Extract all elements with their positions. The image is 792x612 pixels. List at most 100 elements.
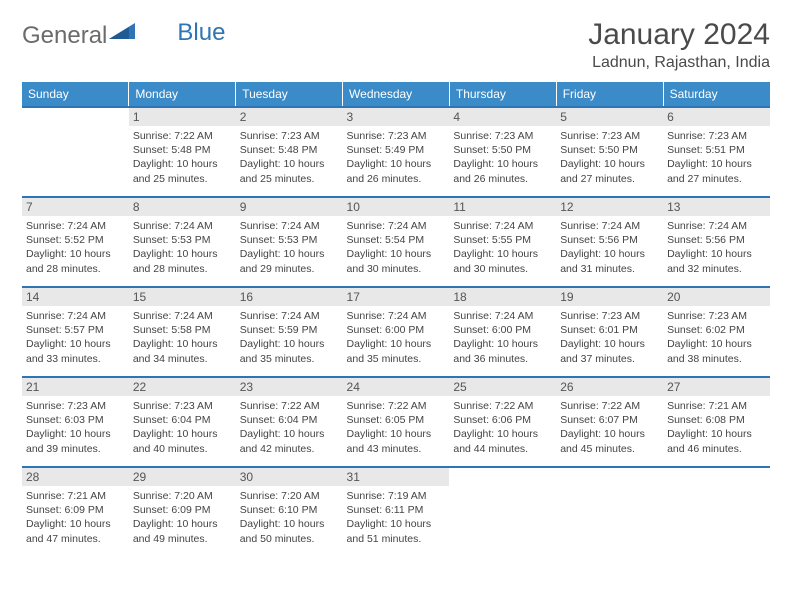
day-number: 12 [556, 198, 663, 216]
calendar-cell: 23 Sunrise: 7:22 AMSunset: 6:04 PMDayligh… [236, 377, 343, 467]
day-detail: Sunrise: 7:24 AMSunset: 5:59 PMDaylight:… [240, 309, 339, 366]
sunrise-text: Sunrise: 7:24 AM [240, 219, 339, 233]
daylight-text: Daylight: 10 hours and 42 minutes. [240, 427, 339, 455]
sunrise-text: Sunrise: 7:24 AM [347, 309, 446, 323]
day-detail: Sunrise: 7:20 AMSunset: 6:09 PMDaylight:… [133, 489, 232, 546]
day-number: 10 [343, 198, 450, 216]
weekday-header-row: SundayMondayTuesdayWednesdayThursdayFrid… [22, 82, 770, 107]
day-number: 11 [449, 198, 556, 216]
day-detail: Sunrise: 7:22 AMSunset: 6:07 PMDaylight:… [560, 399, 659, 456]
day-number: 31 [343, 468, 450, 486]
day-detail: Sunrise: 7:24 AMSunset: 5:56 PMDaylight:… [667, 219, 766, 276]
daylight-text: Daylight: 10 hours and 25 minutes. [240, 157, 339, 185]
day-number: 23 [236, 378, 343, 396]
weekday-header: Sunday [22, 82, 129, 107]
daylight-text: Daylight: 10 hours and 49 minutes. [133, 517, 232, 545]
daylight-text: Daylight: 10 hours and 34 minutes. [133, 337, 232, 365]
day-detail: Sunrise: 7:24 AMSunset: 6:00 PMDaylight:… [453, 309, 552, 366]
sunrise-text: Sunrise: 7:22 AM [240, 399, 339, 413]
day-number: 6 [663, 108, 770, 126]
daylight-text: Daylight: 10 hours and 36 minutes. [453, 337, 552, 365]
daylight-text: Daylight: 10 hours and 27 minutes. [560, 157, 659, 185]
calendar-week-row: 7Sunrise: 7:24 AMSunset: 5:52 PMDaylight… [22, 197, 770, 287]
calendar-cell: 4Sunrise: 7:23 AMSunset: 5:50 PMDaylight… [449, 107, 556, 197]
day-number: 1 [129, 108, 236, 126]
sunset-text: Sunset: 5:57 PM [26, 323, 125, 337]
sunset-text: Sunset: 5:52 PM [26, 233, 125, 247]
sunrise-text: Sunrise: 7:23 AM [240, 129, 339, 143]
day-number: 21 [22, 378, 129, 396]
day-number: 4 [449, 108, 556, 126]
calendar-cell: 11Sunrise: 7:24 AMSunset: 5:55 PMDayligh… [449, 197, 556, 287]
day-detail: Sunrise: 7:24 AMSunset: 5:53 PMDaylight:… [240, 219, 339, 276]
sunrise-text: Sunrise: 7:19 AM [347, 489, 446, 503]
calendar-cell: 10 Sunrise: 7:24 AMSunset: 5:54 PMDayligh… [343, 197, 450, 287]
calendar-week-row: 14Sunrise: 7:24 AMSunset: 5:57 PMDayligh… [22, 287, 770, 377]
day-number: 7 [22, 198, 129, 216]
day-detail: Sunrise: 7:23 AMSunset: 6:02 PMDaylight:… [667, 309, 766, 366]
daylight-text: Daylight: 10 hours and 33 minutes. [26, 337, 125, 365]
day-number: 5 [556, 108, 663, 126]
daylight-text: Daylight: 10 hours and 30 minutes. [453, 247, 552, 275]
calendar-cell: 7 Sunrise: 7:24 AMSunset: 5:52 PMDaylight… [22, 197, 129, 287]
sunrise-text: Sunrise: 7:24 AM [26, 219, 125, 233]
calendar-cell: 13 Sunrise: 7:24 AMSunset: 5:56 PMDayligh… [663, 197, 770, 287]
sunset-text: Sunset: 5:54 PM [347, 233, 446, 247]
sunrise-text: Sunrise: 7:24 AM [240, 309, 339, 323]
calendar-cell [22, 107, 129, 197]
sunset-text: Sunset: 6:04 PM [240, 413, 339, 427]
sunset-text: Sunset: 6:02 PM [667, 323, 766, 337]
sunset-text: Sunset: 6:09 PM [133, 503, 232, 517]
calendar-cell: 31Sunrise: 7:19 AMSunset: 6:11 PMDayligh… [343, 467, 450, 556]
calendar-cell: 28Sunrise: 7:21 AMSunset: 6:09 PMDayligh… [22, 467, 129, 556]
daylight-text: Daylight: 10 hours and 30 minutes. [347, 247, 446, 275]
day-detail: Sunrise: 7:23 AMSunset: 6:01 PMDaylight:… [560, 309, 659, 366]
daylight-text: Daylight: 10 hours and 28 minutes. [26, 247, 125, 275]
sunset-text: Sunset: 5:53 PM [133, 233, 232, 247]
calendar-cell: 9Sunrise: 7:24 AMSunset: 5:53 PMDaylight… [236, 197, 343, 287]
day-detail: Sunrise: 7:23 AMSunset: 5:51 PMDaylight:… [667, 129, 766, 186]
daylight-text: Daylight: 10 hours and 35 minutes. [347, 337, 446, 365]
sunrise-text: Sunrise: 7:24 AM [26, 309, 125, 323]
sunset-text: Sunset: 5:48 PM [133, 143, 232, 157]
calendar-cell: 19 Sunrise: 7:23 AMSunset: 6:01 PMDayligh… [556, 287, 663, 377]
sunrise-text: Sunrise: 7:23 AM [347, 129, 446, 143]
day-number: 18 [449, 288, 556, 306]
sunset-text: Sunset: 5:53 PM [240, 233, 339, 247]
daylight-text: Daylight: 10 hours and 39 minutes. [26, 427, 125, 455]
weekday-header: Saturday [663, 82, 770, 107]
day-detail: Sunrise: 7:24 AMSunset: 5:58 PMDaylight:… [133, 309, 232, 366]
sunrise-text: Sunrise: 7:24 AM [667, 219, 766, 233]
sunrise-text: Sunrise: 7:24 AM [133, 309, 232, 323]
calendar-cell: 29 Sunrise: 7:20 AMSunset: 6:09 PMDayligh… [129, 467, 236, 556]
sunset-text: Sunset: 5:55 PM [453, 233, 552, 247]
calendar-cell: 5 Sunrise: 7:23 AMSunset: 5:50 PMDaylight… [556, 107, 663, 197]
day-detail: Sunrise: 7:22 AMSunset: 6:06 PMDaylight:… [453, 399, 552, 456]
day-number: 13 [663, 198, 770, 216]
day-detail: Sunrise: 7:22 AMSunset: 5:48 PMDaylight:… [133, 129, 232, 186]
daylight-text: Daylight: 10 hours and 26 minutes. [347, 157, 446, 185]
day-number: 20 [663, 288, 770, 306]
day-number: 29 [129, 468, 236, 486]
day-detail: Sunrise: 7:23 AMSunset: 5:48 PMDaylight:… [240, 129, 339, 186]
sunset-text: Sunset: 5:48 PM [240, 143, 339, 157]
sunrise-text: Sunrise: 7:23 AM [560, 309, 659, 323]
day-number: 19 [556, 288, 663, 306]
sunset-text: Sunset: 5:59 PM [240, 323, 339, 337]
daylight-text: Daylight: 10 hours and 31 minutes. [560, 247, 659, 275]
day-detail: Sunrise: 7:23 AMSunset: 5:50 PMDaylight:… [560, 129, 659, 186]
sunset-text: Sunset: 5:51 PM [667, 143, 766, 157]
daylight-text: Daylight: 10 hours and 43 minutes. [347, 427, 446, 455]
location-text: Ladnun, Rajasthan, India [588, 54, 770, 72]
calendar-cell: 14Sunrise: 7:24 AMSunset: 5:57 PMDayligh… [22, 287, 129, 377]
sunset-text: Sunset: 6:10 PM [240, 503, 339, 517]
sunrise-text: Sunrise: 7:23 AM [26, 399, 125, 413]
day-detail: Sunrise: 7:24 AMSunset: 5:53 PMDaylight:… [133, 219, 232, 276]
day-detail: Sunrise: 7:24 AMSunset: 5:54 PMDaylight:… [347, 219, 446, 276]
calendar-cell: 15Sunrise: 7:24 AMSunset: 5:58 PMDayligh… [129, 287, 236, 377]
calendar-cell: 16Sunrise: 7:24 AMSunset: 5:59 PMDayligh… [236, 287, 343, 377]
sunrise-text: Sunrise: 7:21 AM [667, 399, 766, 413]
day-detail: Sunrise: 7:24 AMSunset: 6:00 PMDaylight:… [347, 309, 446, 366]
day-detail: Sunrise: 7:23 AMSunset: 5:49 PMDaylight:… [347, 129, 446, 186]
daylight-text: Daylight: 10 hours and 46 minutes. [667, 427, 766, 455]
